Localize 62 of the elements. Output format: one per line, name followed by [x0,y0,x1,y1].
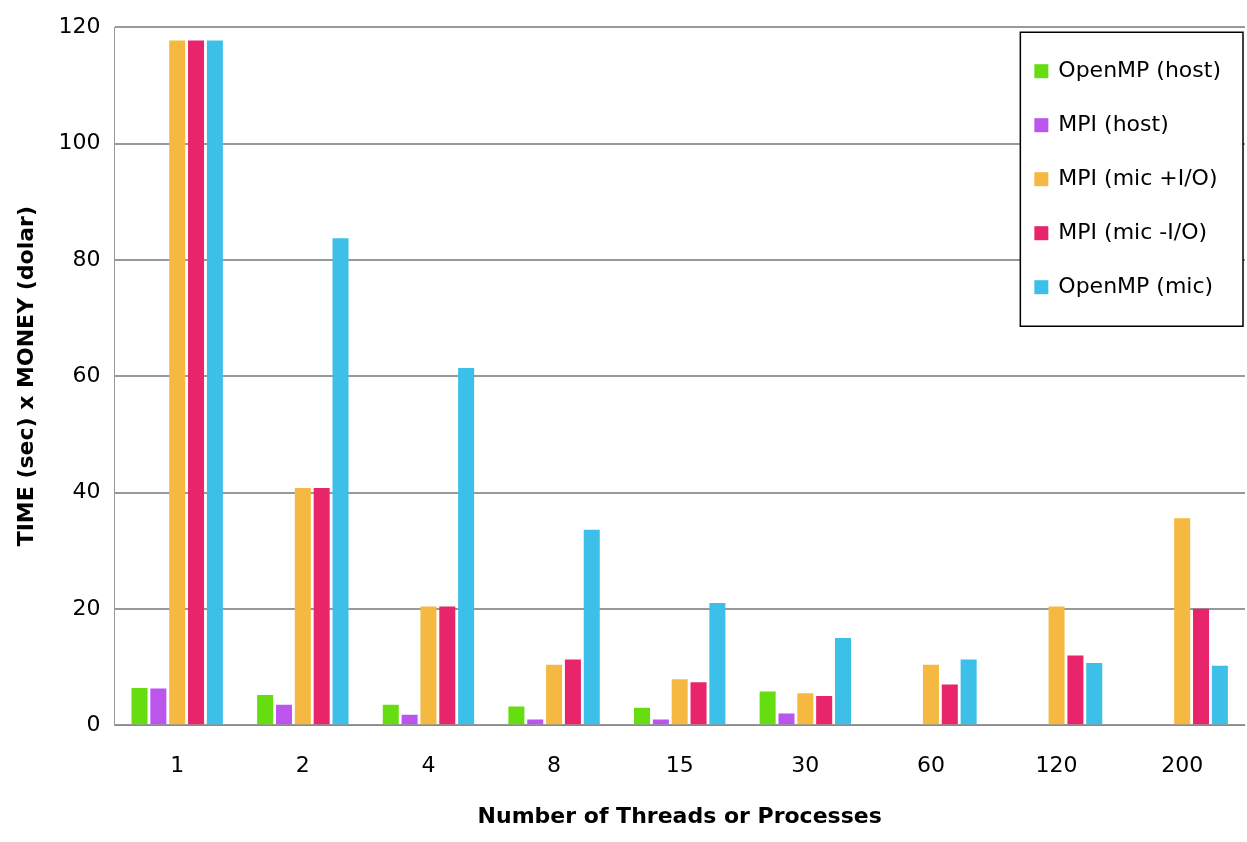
x-tick-label: 15 [665,752,694,778]
y-tick-label: 100 [58,129,101,155]
bar [960,659,977,725]
bar [564,659,581,725]
x-tick-label: 1 [170,752,185,778]
y-tick-label: 60 [72,361,101,387]
legend-label: MPI (host) [1058,110,1169,136]
bar [1174,518,1191,725]
bar [401,714,418,725]
bar [546,664,563,725]
bar [835,637,852,725]
bar [1048,606,1065,725]
legend-label: OpenMP (mic) [1058,272,1214,298]
y-tick-label: 80 [72,245,101,271]
y-tick-label: 40 [72,478,101,504]
y-tick-label: 20 [72,594,101,620]
bar [1211,665,1228,725]
x-tick-label: 60 [916,752,945,778]
bar [709,603,726,725]
bar [420,606,437,725]
bar [1193,608,1210,725]
bar [527,719,544,725]
bar [382,704,399,725]
x-axis-title: Number of Threads or Processes [477,802,882,828]
x-tick-label: 8 [547,752,562,778]
bar [778,713,795,725]
x-tick-label: 2 [295,752,310,778]
bar [188,40,205,725]
legend-label: OpenMP (host) [1058,56,1222,82]
bar [1067,655,1084,725]
bar [941,684,958,725]
bar [690,682,707,725]
bar [150,688,167,725]
y-tick-label: 0 [86,710,101,736]
legend-label: MPI (mic +I/O) [1058,164,1218,190]
bar [332,238,349,725]
bar [816,696,833,725]
x-tick-label: 200 [1161,752,1204,778]
y-tick-label: 120 [58,12,101,38]
bar [508,706,525,725]
bar [257,694,274,725]
bar [458,368,475,725]
bar [922,664,939,725]
bar [759,691,776,725]
bar [797,693,814,725]
bar [671,679,688,725]
bar [583,529,600,725]
legend-label: MPI (mic -I/O) [1058,218,1208,244]
bar [634,707,651,725]
x-tick-label: 4 [421,752,436,778]
bar [206,40,223,725]
bar [131,687,148,725]
bar [439,606,456,725]
bar [1086,662,1103,725]
bar [294,487,311,725]
bar [313,487,330,725]
y-axis-title: TIME (sec) x MONEY (dolar) [12,206,38,547]
bar [275,704,292,725]
bar [169,40,186,725]
x-tick-label: 30 [791,752,820,778]
bar [652,719,669,725]
x-tick-label: 120 [1035,752,1078,778]
